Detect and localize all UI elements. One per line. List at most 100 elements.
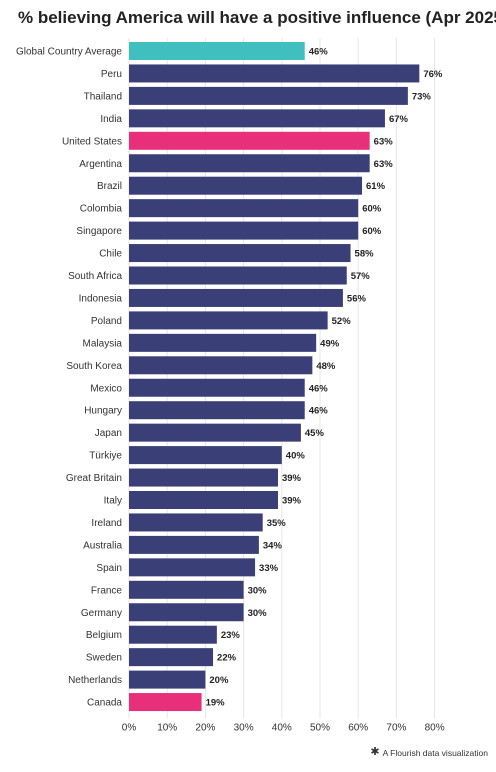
value-label: 20% <box>209 675 229 686</box>
category-label: Germany <box>81 608 122 619</box>
category-label: Netherlands <box>68 675 122 686</box>
category-label: Mexico <box>90 383 122 394</box>
value-label: 67% <box>389 114 409 125</box>
category-label: Malaysia <box>83 338 123 349</box>
bar[interactable] <box>129 670 206 689</box>
bar[interactable] <box>129 244 351 263</box>
category-label: Colombia <box>80 204 123 215</box>
bar[interactable] <box>129 42 305 60</box>
x-axis: 0% 10% 20% 30% 40% 50% 60% 70% 80% <box>122 723 445 734</box>
bar[interactable] <box>129 221 359 240</box>
category-label: South Africa <box>68 271 122 282</box>
bar[interactable] <box>129 513 263 532</box>
category-label: Thailand <box>84 91 122 102</box>
bar[interactable] <box>129 311 328 330</box>
value-label: 33% <box>259 563 279 574</box>
category-label: Belgium <box>86 630 122 641</box>
chart-title: % believing America will have a positive… <box>18 8 496 27</box>
bar[interactable] <box>129 64 420 83</box>
x-tick-label: 80% <box>425 723 445 734</box>
category-label: Brazil <box>97 181 122 192</box>
bar[interactable] <box>129 199 359 218</box>
value-label: 30% <box>248 585 268 596</box>
bar[interactable] <box>129 693 202 712</box>
bar[interactable] <box>129 648 214 667</box>
category-label: Argentina <box>79 159 122 170</box>
bar[interactable] <box>129 558 256 577</box>
bar[interactable] <box>129 401 305 420</box>
category-label: Singapore <box>76 226 122 237</box>
value-label: 30% <box>248 608 268 619</box>
bar[interactable] <box>129 378 305 397</box>
value-label: 60% <box>362 226 382 237</box>
x-tick-label: 70% <box>386 723 406 734</box>
category-label: Australia <box>83 540 122 551</box>
x-tick-label: 50% <box>310 723 330 734</box>
value-label: 56% <box>347 293 367 304</box>
category-labels: Global Country Average Peru Thailand India U… <box>16 47 122 709</box>
category-label: Italy <box>104 496 122 507</box>
x-tick-label: 30% <box>234 723 254 734</box>
bar[interactable] <box>129 603 244 622</box>
flourish-credit[interactable]: ✱ A Flourish data visualization <box>370 747 488 758</box>
value-label: 60% <box>362 204 382 215</box>
bar[interactable] <box>129 535 259 554</box>
category-label: Poland <box>91 316 122 327</box>
bar[interactable] <box>129 288 343 307</box>
value-label: 63% <box>374 159 394 170</box>
category-label: Japan <box>95 428 122 439</box>
category-label: Indonesia <box>79 293 123 304</box>
category-label: Sweden <box>86 653 122 664</box>
value-label: 46% <box>309 406 329 417</box>
value-label: 22% <box>217 653 237 664</box>
value-label: 58% <box>355 249 375 260</box>
x-tick-label: 60% <box>348 723 368 734</box>
bar[interactable] <box>129 176 363 195</box>
value-label: 39% <box>282 473 302 484</box>
x-tick-label: 20% <box>195 723 215 734</box>
category-label: United States <box>62 136 122 147</box>
x-tick-label: 10% <box>157 723 177 734</box>
category-label: Global Country Average <box>16 47 122 58</box>
value-label: 19% <box>206 698 226 709</box>
category-label: Canada <box>87 698 122 709</box>
value-label: 48% <box>316 361 336 372</box>
value-label: 49% <box>320 338 340 349</box>
bar[interactable] <box>129 109 385 128</box>
category-label: Spain <box>96 563 122 574</box>
bar-chart: Global Country Average Peru Thailand India U… <box>16 38 445 734</box>
bar[interactable] <box>129 131 370 150</box>
bar[interactable] <box>129 446 282 465</box>
value-label: 57% <box>351 271 371 282</box>
bar[interactable] <box>129 625 217 644</box>
category-label: Hungary <box>84 406 122 417</box>
bar[interactable] <box>129 423 301 442</box>
x-tick-label: 40% <box>272 723 292 734</box>
bar[interactable] <box>129 580 244 599</box>
value-labels: 46% 76% 73% 67% 63% 63% 61% 60% 60% 58% 57% 56% 52% 4… <box>206 47 443 709</box>
bar[interactable] <box>129 468 278 487</box>
value-label: 40% <box>286 451 306 462</box>
bar[interactable] <box>129 154 370 173</box>
value-label: 63% <box>374 136 394 147</box>
category-label: Peru <box>101 69 122 80</box>
category-label: Chile <box>99 249 122 260</box>
bar[interactable] <box>129 333 317 352</box>
category-label: Türkiye <box>89 451 122 462</box>
value-label: 46% <box>309 47 329 58</box>
category-label: Ireland <box>91 518 122 529</box>
bar[interactable] <box>129 86 408 105</box>
value-label: 45% <box>305 428 325 439</box>
credit-text: A Flourish data visualization <box>382 747 488 758</box>
bar[interactable] <box>129 491 278 509</box>
value-label: 34% <box>263 540 283 551</box>
value-label: 46% <box>309 383 329 394</box>
bar[interactable] <box>129 266 347 285</box>
category-label: Great Britain <box>66 473 122 484</box>
flourish-star-icon: ✱ <box>370 746 380 758</box>
category-label: India <box>100 114 122 125</box>
category-label: South Korea <box>66 361 122 372</box>
value-label: 61% <box>366 181 386 192</box>
bar[interactable] <box>129 356 313 375</box>
value-label: 76% <box>423 69 443 80</box>
